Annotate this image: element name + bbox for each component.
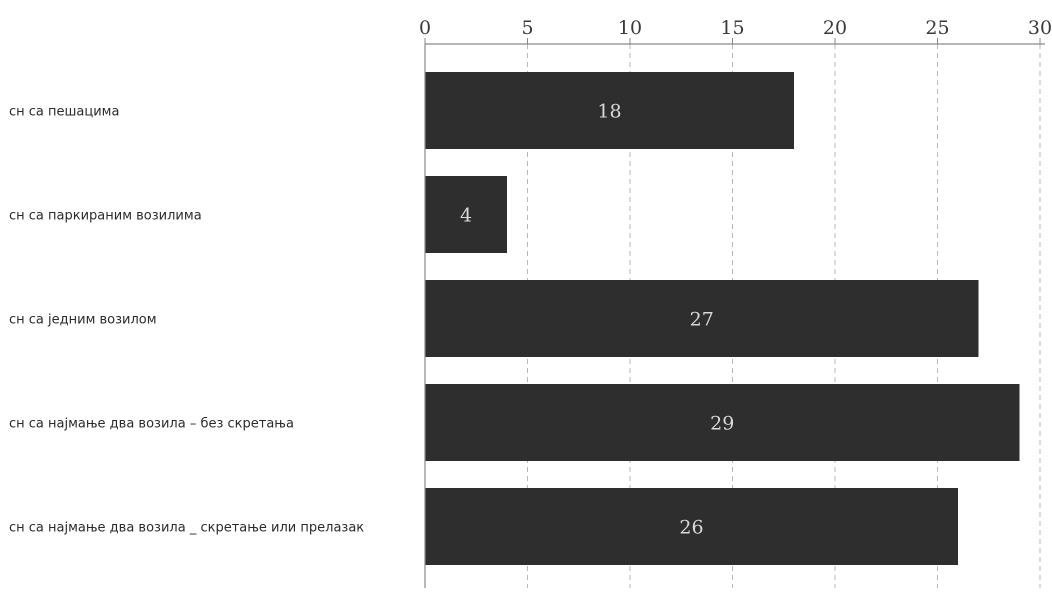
x-tick-label: 5 [521,17,533,39]
category-label: сн са паркираним возилима [9,209,202,224]
x-tick-label: 30 [1028,17,1052,39]
bar [425,488,958,565]
data-label: 29 [710,413,734,435]
category-labels: сн са пешацима сн са паркираним возилима с… [9,105,364,536]
x-tick-label: 20 [823,17,847,39]
data-label: 4 [460,205,472,227]
x-tick-label: 10 [618,17,642,39]
bars: 18 4 27 29 26 [425,72,1020,565]
bar [425,176,507,253]
x-tick-label: 25 [925,17,949,39]
data-label: 18 [597,101,621,123]
bar [425,384,1020,461]
x-tick-label: 0 [419,17,431,39]
category-label: сн са најмање два возила – без скретања [9,417,294,432]
category-label: сн са најмање два возила _ скретање или … [9,521,364,536]
category-label: сн са пешацима [9,105,119,120]
x-tick-label: 15 [720,17,744,39]
bar [425,280,979,357]
x-axis: 0 5 10 15 20 25 30 [419,17,1052,588]
data-label: 26 [679,517,703,539]
bar [425,72,794,149]
data-label: 27 [690,309,714,331]
category-label: сн са једним возилом [9,313,157,328]
